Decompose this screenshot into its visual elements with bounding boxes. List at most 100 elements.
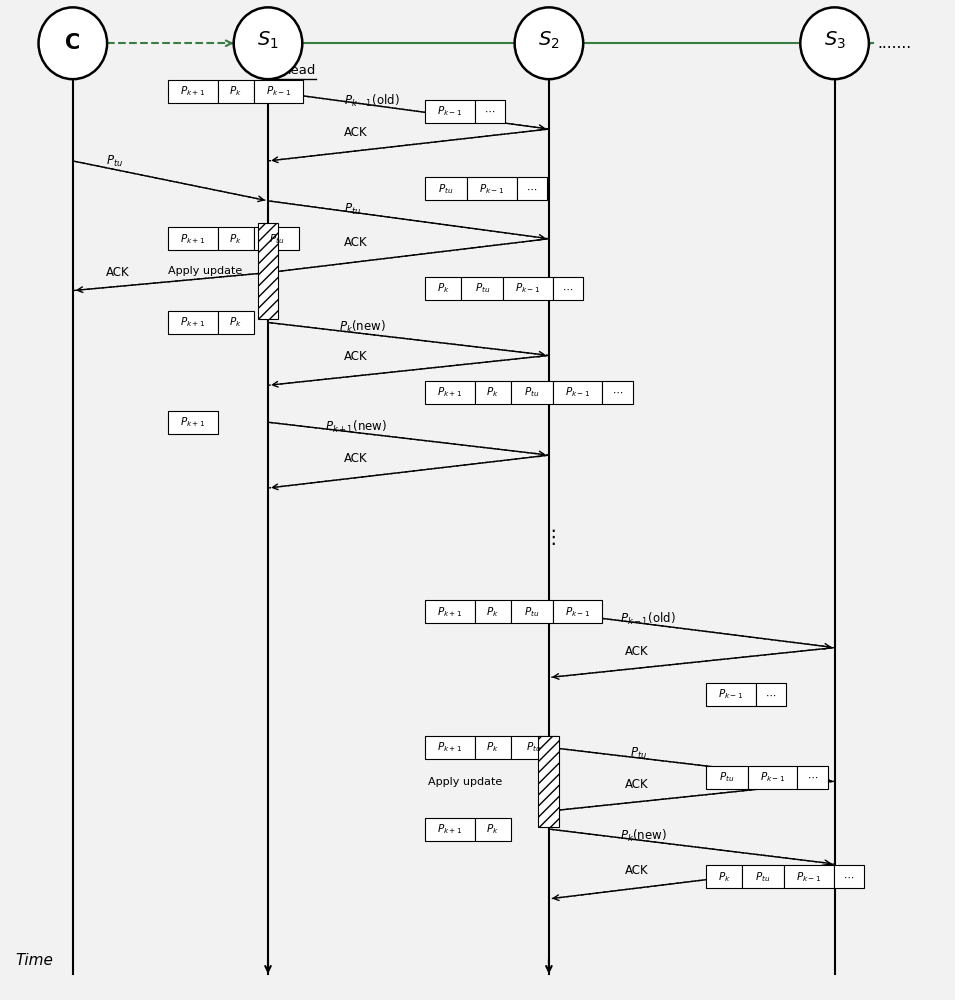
FancyBboxPatch shape [218, 80, 254, 103]
Text: $P_{k-1}$(old): $P_{k-1}$(old) [621, 611, 676, 627]
FancyBboxPatch shape [258, 223, 279, 319]
FancyBboxPatch shape [553, 277, 584, 300]
FancyBboxPatch shape [511, 600, 553, 623]
Text: $\cdots$: $\cdots$ [612, 387, 623, 397]
Text: $P_{k-1}$: $P_{k-1}$ [479, 182, 504, 196]
FancyBboxPatch shape [218, 227, 254, 250]
FancyBboxPatch shape [475, 736, 511, 759]
Text: Apply update: Apply update [168, 266, 243, 276]
FancyBboxPatch shape [461, 277, 503, 300]
Text: $P_{tu}$: $P_{tu}$ [438, 182, 454, 196]
Text: $P_{k-1}$: $P_{k-1}$ [796, 870, 821, 884]
Text: $P_{k+1}$: $P_{k+1}$ [437, 605, 462, 619]
FancyBboxPatch shape [511, 381, 553, 404]
Text: $P_k$: $P_k$ [229, 316, 242, 329]
Text: $P_k$: $P_k$ [486, 822, 499, 836]
Text: $P_{k-1}$: $P_{k-1}$ [564, 605, 590, 619]
Text: $P_{tu}$: $P_{tu}$ [269, 232, 285, 246]
FancyBboxPatch shape [168, 80, 218, 103]
FancyBboxPatch shape [254, 80, 304, 103]
FancyBboxPatch shape [425, 177, 467, 200]
FancyBboxPatch shape [503, 277, 553, 300]
FancyBboxPatch shape [475, 100, 505, 123]
Text: $P_{tu}$: $P_{tu}$ [755, 870, 771, 884]
Text: $P_{tu}$: $P_{tu}$ [719, 770, 734, 784]
Text: .......: ....... [878, 36, 912, 51]
Circle shape [515, 7, 584, 79]
Text: ACK: ACK [344, 350, 368, 363]
Text: ACK: ACK [344, 126, 368, 139]
Text: $P_k$: $P_k$ [229, 232, 242, 246]
Text: ACK: ACK [344, 236, 368, 249]
Text: $\mathit{S}_{3}$: $\mathit{S}_{3}$ [823, 30, 845, 51]
FancyBboxPatch shape [168, 227, 218, 250]
FancyBboxPatch shape [755, 683, 786, 706]
Text: $P_{k+1}$: $P_{k+1}$ [180, 84, 205, 98]
Text: $\cdots$: $\cdots$ [562, 284, 574, 294]
FancyBboxPatch shape [748, 766, 797, 789]
FancyBboxPatch shape [553, 381, 603, 404]
Text: $P_k$: $P_k$ [486, 740, 499, 754]
Text: $P_{k-1}$: $P_{k-1}$ [564, 385, 590, 399]
FancyBboxPatch shape [553, 600, 603, 623]
Text: $P_{k+1}$: $P_{k+1}$ [437, 385, 462, 399]
Text: $\cdots$: $\cdots$ [526, 184, 538, 194]
Text: $P_{k+1}$: $P_{k+1}$ [180, 415, 205, 429]
Circle shape [38, 7, 107, 79]
Circle shape [800, 7, 869, 79]
FancyBboxPatch shape [425, 600, 475, 623]
Text: head: head [283, 64, 316, 77]
Text: $P_k$: $P_k$ [229, 84, 242, 98]
FancyBboxPatch shape [475, 600, 511, 623]
FancyBboxPatch shape [742, 865, 784, 888]
Text: $P_{k-1}$: $P_{k-1}$ [516, 282, 541, 295]
Text: $\cdots$: $\cdots$ [843, 872, 855, 882]
FancyBboxPatch shape [706, 683, 755, 706]
FancyBboxPatch shape [425, 818, 475, 841]
Text: $\cdots$: $\cdots$ [807, 772, 818, 782]
FancyBboxPatch shape [706, 766, 748, 789]
Text: Time: Time [15, 953, 53, 968]
Text: ACK: ACK [344, 452, 368, 465]
FancyBboxPatch shape [467, 177, 517, 200]
Text: $P_k$: $P_k$ [486, 385, 499, 399]
Text: $\cdots$: $\cdots$ [765, 689, 776, 699]
Text: $P_k$: $P_k$ [486, 605, 499, 619]
Text: ACK: ACK [626, 864, 648, 877]
Text: $P_{k-1}$: $P_{k-1}$ [437, 104, 462, 118]
Text: $\mathit{S}_{1}$: $\mathit{S}_{1}$ [257, 30, 279, 51]
Text: ACK: ACK [626, 778, 648, 791]
FancyBboxPatch shape [425, 277, 461, 300]
FancyBboxPatch shape [218, 311, 254, 334]
Text: $P_{tu}$: $P_{tu}$ [524, 605, 540, 619]
Text: $P_{k-1}$: $P_{k-1}$ [760, 770, 785, 784]
Text: $P_{tu}$: $P_{tu}$ [526, 740, 541, 754]
FancyBboxPatch shape [425, 100, 475, 123]
FancyBboxPatch shape [425, 381, 475, 404]
Text: $P_{k+1}$: $P_{k+1}$ [437, 740, 462, 754]
Text: $P_{k+1}$: $P_{k+1}$ [180, 232, 205, 246]
Text: $P_{tu}$: $P_{tu}$ [106, 154, 123, 169]
Text: ACK: ACK [106, 266, 130, 279]
FancyBboxPatch shape [834, 865, 864, 888]
Text: $P_{tu}$: $P_{tu}$ [524, 385, 540, 399]
FancyBboxPatch shape [475, 381, 511, 404]
FancyBboxPatch shape [168, 311, 218, 334]
Text: $P_{k-1}$: $P_{k-1}$ [265, 84, 291, 98]
Text: $P_k$: $P_k$ [436, 282, 450, 295]
Text: $P_{k-1}$(old): $P_{k-1}$(old) [344, 93, 400, 109]
FancyBboxPatch shape [706, 865, 742, 888]
Text: Apply update: Apply update [428, 777, 502, 787]
Text: $\vdots$: $\vdots$ [542, 527, 555, 547]
Text: $P_{k+1}$: $P_{k+1}$ [180, 316, 205, 329]
Text: $P_{tu}$: $P_{tu}$ [475, 282, 490, 295]
Text: $P_{tu}$: $P_{tu}$ [344, 202, 361, 217]
FancyBboxPatch shape [475, 818, 511, 841]
Text: $P_{k-1}$: $P_{k-1}$ [718, 688, 744, 701]
FancyBboxPatch shape [784, 865, 834, 888]
Text: $P_k$(new): $P_k$(new) [621, 828, 667, 844]
Text: C: C [65, 33, 80, 53]
Text: ACK: ACK [626, 645, 648, 658]
Text: $P_{k+1}$(new): $P_{k+1}$(new) [325, 419, 387, 435]
FancyBboxPatch shape [511, 736, 557, 759]
